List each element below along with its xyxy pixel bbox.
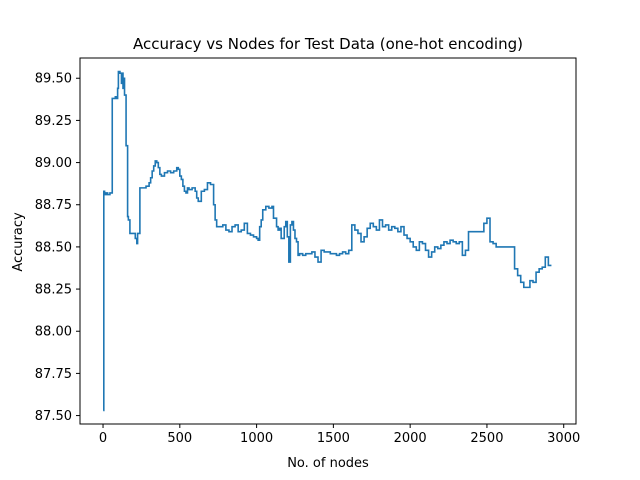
y-tick-label: 88.75 bbox=[35, 198, 72, 213]
plot-area: 0 500 1000 1500 2000 2500 3000 87.50 87.75 88.00 8… bbox=[35, 57, 580, 446]
y-tick-label: 89.25 bbox=[35, 114, 72, 129]
x-tick-label: 1500 bbox=[317, 431, 350, 446]
y-tick-label: 89.50 bbox=[35, 72, 72, 87]
x-tick-label: 3000 bbox=[547, 431, 580, 446]
x-tick-label: 2000 bbox=[394, 431, 427, 446]
x-tick-label: 0 bbox=[99, 431, 107, 446]
axes-frame bbox=[79, 57, 577, 425]
y-tick-label: 87.75 bbox=[35, 367, 72, 382]
x-tick-label: 2500 bbox=[470, 431, 503, 446]
y-tick-label: 87.50 bbox=[35, 409, 72, 424]
x-tick-label: 1000 bbox=[240, 431, 273, 446]
x-tick-label: 500 bbox=[167, 431, 192, 446]
y-axis-label: Accuracy bbox=[11, 212, 26, 272]
x-axis-label: No. of nodes bbox=[287, 456, 369, 471]
y-tick-label: 88.00 bbox=[35, 325, 72, 340]
chart-title: Accuracy vs Nodes for Test Data (one-hot… bbox=[133, 35, 523, 53]
y-tick-label: 88.50 bbox=[35, 240, 72, 255]
y-tick-label: 88.25 bbox=[35, 283, 72, 298]
series-line-0 bbox=[103, 70, 552, 412]
y-tick-label: 89.00 bbox=[35, 156, 72, 171]
